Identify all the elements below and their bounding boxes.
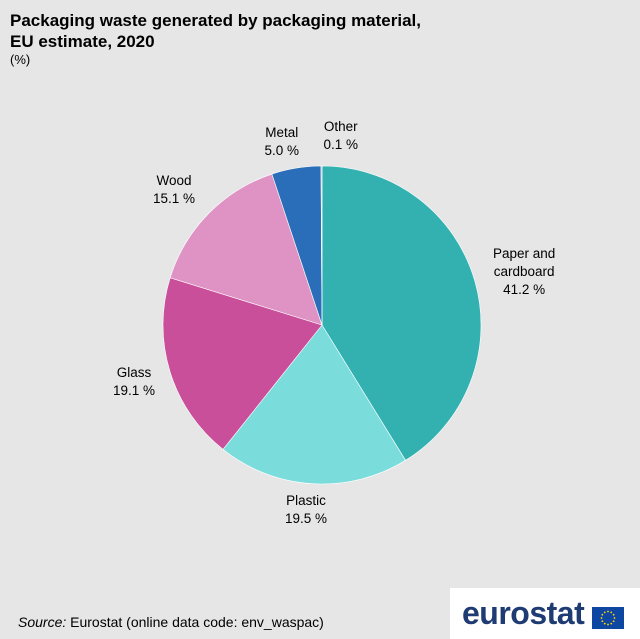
eu-star — [610, 611, 613, 614]
slice-label-plastic: Plastic 19.5 % — [285, 492, 327, 528]
slice-value: 0.1 % — [323, 137, 359, 152]
source-text: Eurostat (online data code: env_waspac) — [66, 614, 324, 630]
eu-star — [601, 620, 604, 623]
pie-slice-wood — [169, 173, 323, 326]
pie-slice-glass — [162, 277, 323, 450]
eurostat-logo: eurostat — [450, 588, 640, 639]
eu-star — [603, 611, 606, 614]
chart-unit: (%) — [10, 52, 31, 67]
slice-label-metal: Metal 5.0 % — [265, 124, 300, 160]
eu-flag-icon — [592, 607, 624, 629]
chart-title: Packaging waste generated by packaging m… — [10, 10, 610, 52]
slice-value: 41.2 % — [503, 282, 546, 297]
slice-name: Glass — [116, 365, 152, 380]
slice-label-glass: Glass 19.1 % — [113, 364, 155, 400]
pie-slice-paper-and-cardboard — [321, 165, 482, 461]
eu-star — [613, 617, 616, 619]
source-note: Source: Eurostat (online data code: env_… — [18, 614, 324, 630]
pie-slice-plastic — [222, 324, 406, 485]
slice-label-other: Other 0.1 % — [324, 118, 359, 154]
pie-slice-other — [320, 165, 323, 326]
slice-name: Paper and — [493, 246, 556, 261]
slice-name: Metal — [265, 125, 299, 140]
eu-star — [600, 617, 603, 619]
slice-label-wood: Wood 15.1 % — [153, 172, 195, 208]
slice-name: Other — [323, 119, 358, 134]
source-label: Source: — [18, 614, 67, 630]
chart-title-line-2: EU estimate, 2020 — [10, 32, 155, 51]
eu-star — [601, 613, 604, 616]
slice-name: Plastic — [286, 493, 326, 508]
eu-star — [612, 613, 615, 616]
slice-label-paper-and-cardboard: Paper and cardboard 41.2 % — [493, 245, 555, 299]
eu-star — [612, 620, 615, 623]
chart-title-line-1: Packaging waste generated by packaging m… — [10, 11, 421, 30]
slice-value: 19.1 % — [113, 383, 156, 398]
slice-name: Wood — [156, 173, 192, 188]
eu-star — [607, 610, 609, 613]
slice-value: 19.5 % — [285, 511, 328, 526]
eu-star — [607, 623, 609, 626]
slice-name: cardboard — [493, 264, 555, 279]
slice-value: 15.1 % — [153, 191, 196, 206]
eu-star — [603, 622, 606, 625]
slice-value: 5.0 % — [264, 143, 300, 158]
eu-star — [610, 622, 613, 625]
eurostat-logo-text: eurostat — [462, 595, 585, 631]
